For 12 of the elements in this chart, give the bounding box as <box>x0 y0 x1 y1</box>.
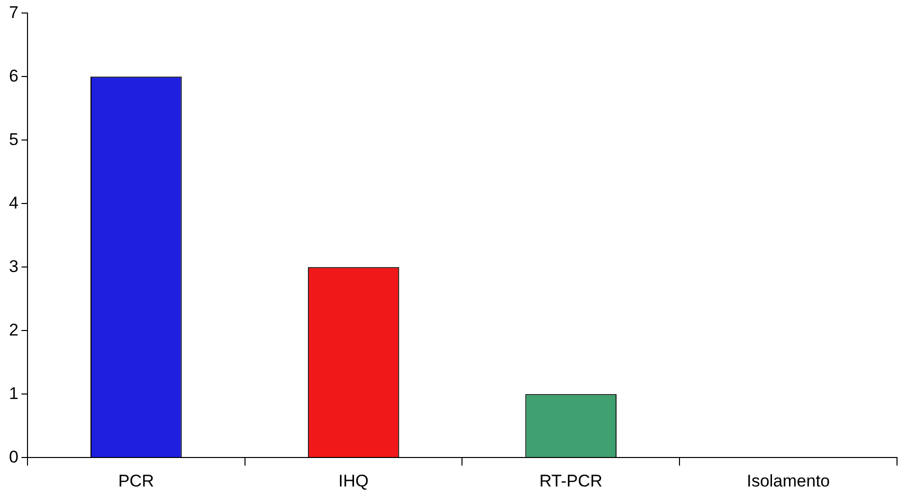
x-tick-label: IHQ <box>338 471 369 490</box>
y-tick-label: 0 <box>8 447 18 466</box>
y-tick-label: 3 <box>8 256 18 276</box>
x-tick-label: RT-PCR <box>539 471 602 490</box>
x-tick-label: Isolamento <box>746 471 830 490</box>
x-tick-label: PCR <box>118 471 154 490</box>
y-tick-label: 6 <box>8 66 18 86</box>
y-tick-label: 5 <box>8 130 18 149</box>
y-tick-label: 7 <box>8 2 18 22</box>
y-tick-label: 1 <box>8 384 18 403</box>
y-tick-label: 4 <box>8 193 18 212</box>
y-tick-label: 2 <box>8 320 18 340</box>
